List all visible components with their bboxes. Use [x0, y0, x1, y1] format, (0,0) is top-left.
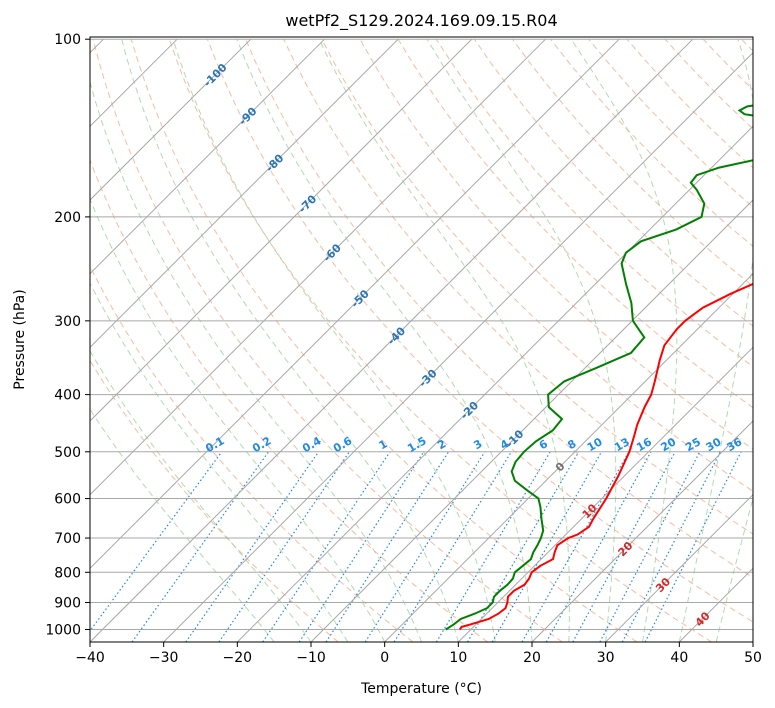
isotherm-line	[90, 38, 546, 496]
y-axis: 100 200 300 400 500 600 700 800 900 1000	[45, 32, 90, 638]
dry-adiabat	[283, 38, 753, 535]
x-tick-label: 40	[670, 650, 688, 666]
dry-adiabats	[90, 38, 753, 642]
isotherm-line	[90, 38, 473, 422]
mixing-ratio-line	[131, 451, 270, 642]
moist-adiabat	[90, 282, 349, 642]
x-tick-label: 30	[597, 650, 615, 666]
moist-adiabat	[90, 408, 275, 642]
isotherm-line	[531, 420, 753, 642]
mixing-ratio-line	[466, 451, 580, 642]
dry-adiabat	[92, 39, 563, 642]
dry-adiabat	[90, 359, 339, 642]
isotherm-line	[90, 38, 399, 349]
x-axis-label: Temperature (°C)	[360, 681, 482, 697]
mixing-ratio-line	[393, 451, 512, 642]
profiles	[445, 104, 753, 631]
isotherm-line	[163, 51, 753, 642]
dry-adiabat	[321, 38, 753, 492]
dry-adiabat	[473, 38, 753, 327]
isotherm-line	[310, 199, 753, 642]
moist-adiabat	[121, 39, 459, 642]
moist-adiabat	[678, 39, 753, 642]
y-tick-label: 700	[54, 531, 81, 547]
moist-adiabat	[426, 38, 617, 642]
mixing-ratio-line	[90, 451, 223, 632]
y-tick-label: 300	[54, 314, 81, 330]
y-tick-label: 200	[54, 210, 81, 226]
y-tick-label: 500	[54, 445, 81, 461]
y-tick-label: 1000	[45, 622, 81, 638]
moist-adiabat	[172, 39, 496, 642]
x-tick-label: −10	[296, 650, 326, 666]
dry-adiabat	[435, 38, 753, 368]
moist-adiabat	[715, 496, 753, 642]
y-tick-label: 600	[54, 492, 81, 508]
mixing-ratio-line	[298, 451, 425, 642]
dewpoint-profile	[445, 104, 753, 631]
isotherm-line	[90, 38, 252, 201]
dry-adiabat	[512, 38, 753, 287]
dry-adiabat	[245, 39, 753, 579]
pressure-gridlines	[90, 38, 753, 630]
isotherm-line	[457, 346, 753, 642]
moist-adiabats	[90, 38, 753, 642]
moist-adiabat	[570, 38, 678, 642]
isotherm-line	[90, 38, 325, 275]
mixing-ratio-line	[435, 451, 551, 642]
x-tick-label: −20	[223, 650, 253, 666]
mixing-ratio-line	[325, 451, 450, 642]
chart-title: wetPf2_S129.2024.169.09.15.R04	[285, 11, 557, 31]
x-tick-label: −30	[149, 650, 179, 666]
isotherm-line	[605, 493, 753, 642]
x-tick-label: 50	[744, 650, 762, 666]
x-axis: −40 −30 −20 −10 0 10 20 30 40 50	[75, 642, 762, 666]
dry-adiabat	[206, 39, 753, 623]
x-tick-label: 0	[380, 650, 389, 666]
y-tick-label: 100	[54, 32, 81, 48]
moist-adiabat	[318, 38, 570, 642]
y-tick-label: 900	[54, 595, 81, 611]
plot-frame	[89, 36, 754, 643]
mixing-ratio-line	[218, 451, 350, 642]
isotherm-line	[90, 38, 620, 570]
mixing-ratio-line	[491, 451, 602, 642]
mixing-ratio-line	[521, 451, 630, 642]
x-tick-label: 20	[523, 650, 541, 666]
moist-adiabat	[236, 39, 533, 642]
mixing-ratio-line	[185, 451, 320, 642]
moist-adiabat	[90, 198, 386, 642]
dry-adiabat	[90, 265, 414, 642]
y-axis-label: Pressure (hPa)	[12, 289, 28, 389]
mixing-ratio-line	[364, 451, 486, 642]
isotherm-line	[90, 38, 694, 642]
x-tick-label: 10	[449, 650, 467, 666]
isotherm-line	[236, 125, 753, 642]
isotherm-line	[384, 272, 753, 642]
isotherms	[90, 38, 753, 642]
y-tick-label: 800	[54, 565, 81, 581]
moist-adiabat	[90, 80, 422, 642]
dry-adiabat	[168, 39, 712, 642]
x-tick-label: −40	[75, 650, 105, 666]
dry-adiabat	[130, 39, 638, 642]
mixing-ratio-lines	[90, 451, 742, 642]
temperature-profile	[458, 282, 753, 631]
y-tick-label: 400	[54, 388, 81, 404]
plot-area: 0.1 0.2 0.4 0.6 1 1.5 2 3 4 6 8 10 13 16 20 25 30 36-100-…	[90, 38, 753, 642]
